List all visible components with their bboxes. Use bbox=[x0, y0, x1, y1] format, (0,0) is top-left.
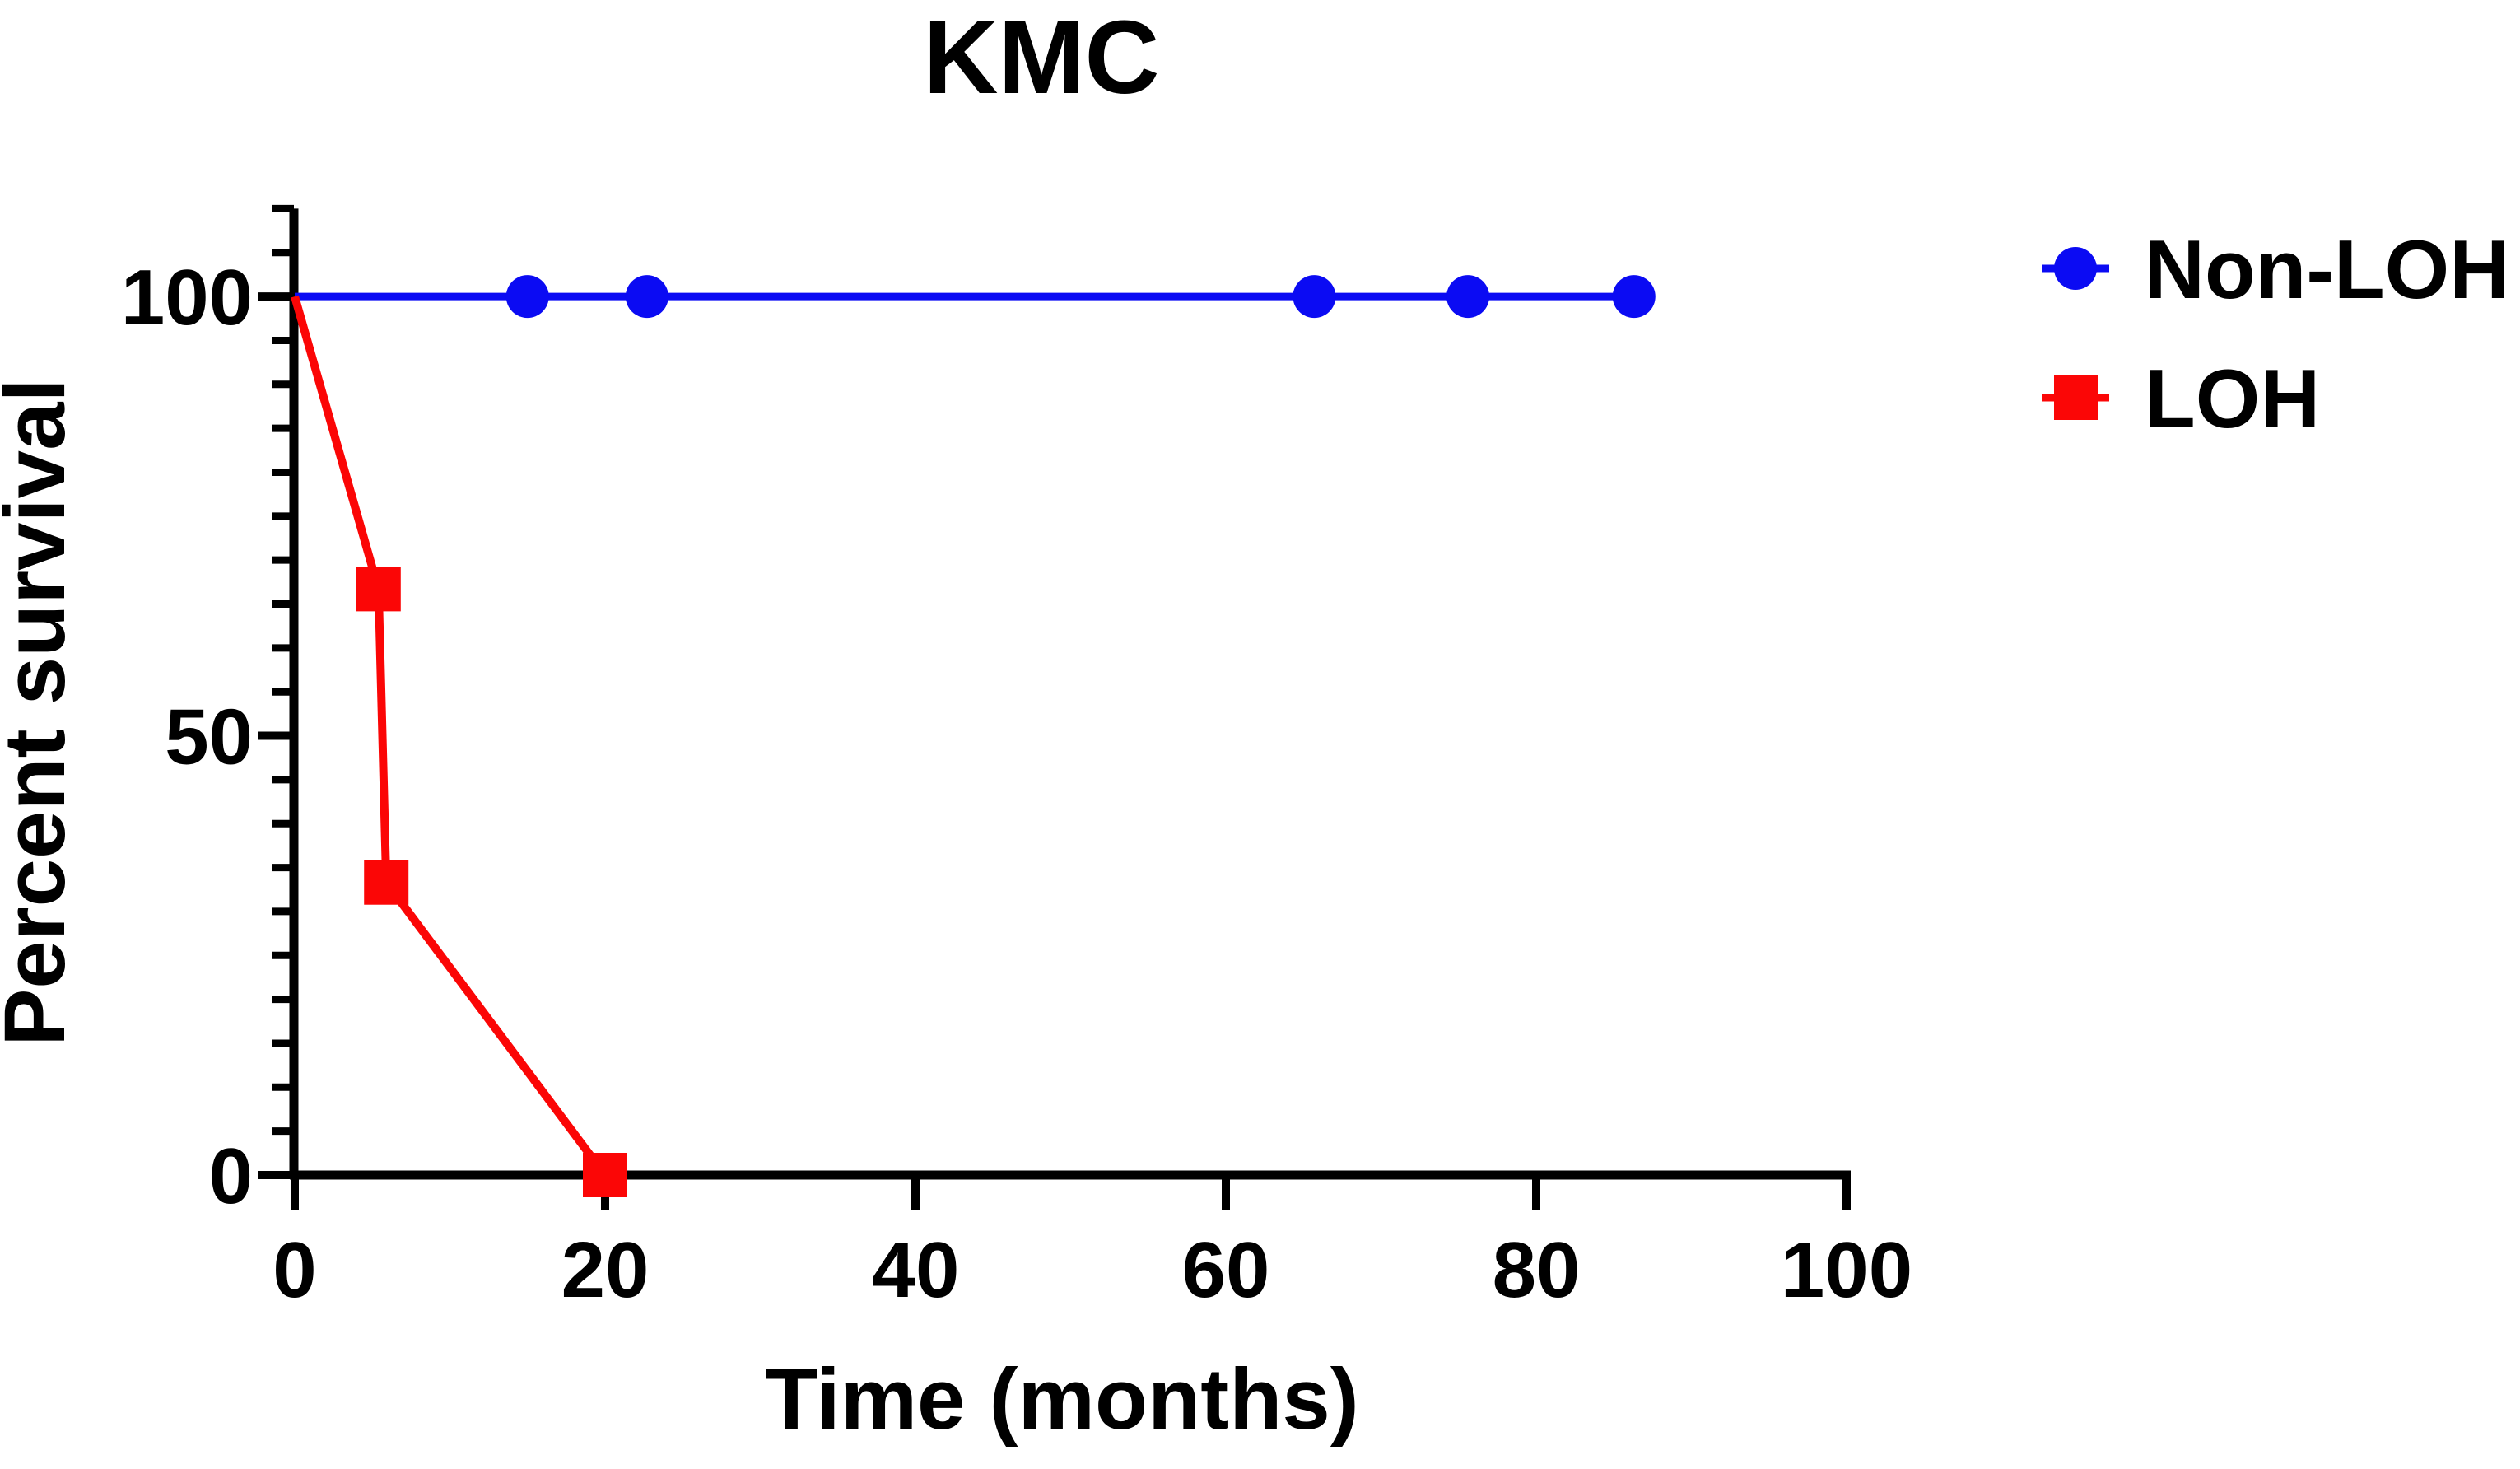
series-loh bbox=[291, 295, 627, 1197]
x-axis-title: Time (months) bbox=[765, 1351, 1358, 1448]
x-tick-label: 20 bbox=[561, 1226, 650, 1314]
series-non-loh bbox=[295, 275, 1656, 319]
chart-title: KMC bbox=[924, 0, 1160, 115]
series-line bbox=[291, 295, 609, 1178]
data-point-circle bbox=[1612, 275, 1656, 319]
y-tick-label: 50 bbox=[165, 693, 253, 781]
x-tick-label: 0 bbox=[272, 1226, 316, 1314]
data-point-square bbox=[583, 1153, 627, 1197]
legend-label-loh: LOH bbox=[2145, 353, 2320, 445]
series-layer bbox=[291, 275, 1656, 1197]
data-point-circle bbox=[625, 275, 668, 319]
axes: 0 50 100 0 20 40 60 80 100 bbox=[121, 204, 1912, 1314]
x-tick-label: 60 bbox=[1182, 1226, 1270, 1314]
legend: Non-LOH LOH bbox=[2042, 224, 2509, 445]
x-tick-label: 40 bbox=[872, 1226, 960, 1314]
legend-item-non-loh: Non-LOH bbox=[2042, 224, 2509, 316]
x-tick-label: 80 bbox=[1493, 1226, 1581, 1314]
data-point-square bbox=[364, 860, 409, 905]
legend-label-non-loh: Non-LOH bbox=[2145, 224, 2509, 316]
legend-item-loh: LOH bbox=[2042, 353, 2320, 445]
legend-square-marker bbox=[2054, 375, 2098, 420]
data-point-circle bbox=[1293, 275, 1336, 319]
legend-circle-marker bbox=[2054, 247, 2097, 290]
data-point-square bbox=[356, 567, 401, 612]
x-tick-label: 100 bbox=[1781, 1226, 1912, 1314]
y-axis-title: Percent survival bbox=[0, 378, 83, 1046]
y-tick-label: 100 bbox=[121, 254, 253, 342]
data-point-circle bbox=[1446, 275, 1490, 319]
y-tick-label: 0 bbox=[209, 1132, 253, 1220]
data-point-circle bbox=[505, 275, 549, 319]
